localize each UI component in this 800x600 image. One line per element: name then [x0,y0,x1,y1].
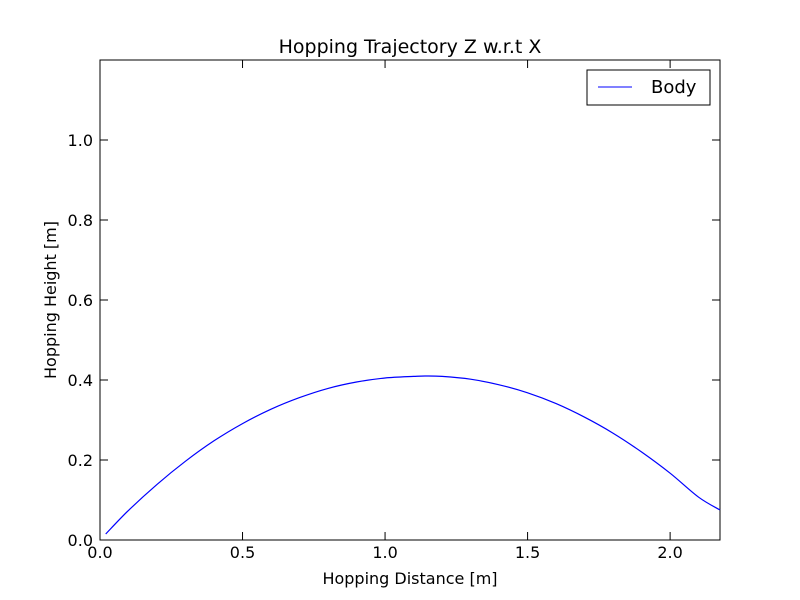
x-tick-label: 1.0 [372,543,397,562]
series-line-body [105,375,721,535]
y-axis-title: Hopping Height [m] [41,221,60,379]
y-tick-label: 1.0 [68,131,93,150]
y-tick-label: 0.0 [68,531,93,550]
legend: Body [586,69,711,106]
x-tick-label: 0.5 [230,543,255,562]
plot-area [99,59,721,541]
y-tick-label: 0.2 [68,451,93,470]
x-axis-ticks: 0.0 0.5 1.0 1.5 2.0 [87,60,683,562]
x-tick-label: 0.0 [87,543,112,562]
legend-label-body: Body [651,77,697,98]
y-tick-label: 0.8 [68,211,93,230]
y-axis-ticks: 0.0 0.2 0.4 0.6 0.8 1.0 [68,131,720,550]
chart-title: Hopping Trajectory Z w.r.t X [279,36,542,58]
x-axis-title: Hopping Distance [m] [322,569,497,588]
x-tick-label: 1.5 [515,543,540,562]
y-tick-label: 0.6 [68,291,93,310]
series-layer [105,375,721,535]
y-tick-label: 0.4 [68,371,93,390]
x-tick-label: 2.0 [657,543,682,562]
